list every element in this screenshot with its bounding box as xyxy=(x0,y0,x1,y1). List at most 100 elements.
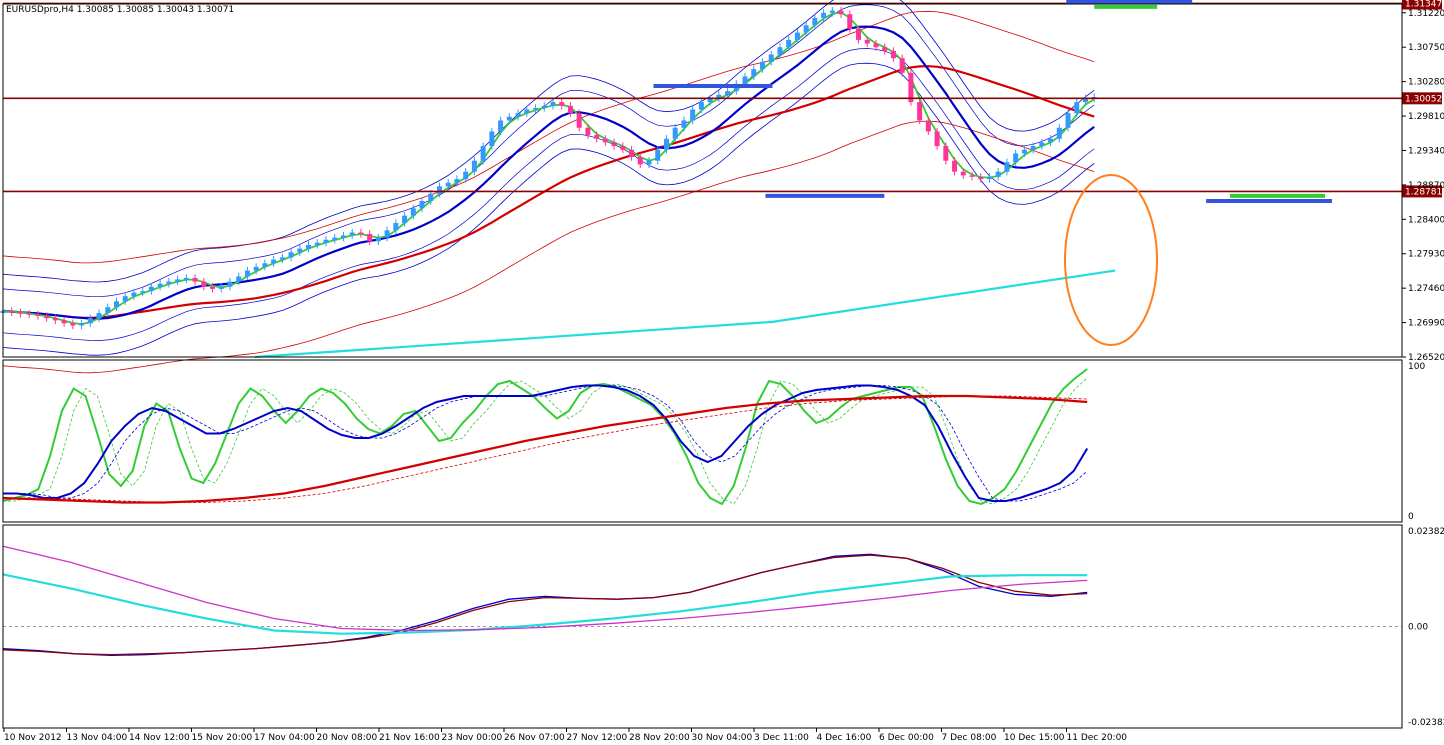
candle-body xyxy=(183,277,189,280)
candle-body xyxy=(480,146,486,161)
candle-body xyxy=(698,102,704,110)
x-tick-label: 3 Dec 11:00 xyxy=(754,733,809,743)
macd-tick-label: -0.02382 xyxy=(1408,718,1444,728)
x-tick-label: 10 Dec 15:00 xyxy=(1004,733,1065,743)
oscillator-tick-label: 100 xyxy=(1408,362,1425,372)
panel-frame xyxy=(2,359,1403,523)
candle-body xyxy=(829,10,835,13)
y-tick-label: 1.28400 xyxy=(1408,215,1444,225)
candle-body xyxy=(786,39,792,48)
candle-body xyxy=(419,201,425,209)
y-tick-label: 1.26990 xyxy=(1408,319,1444,329)
macd-series-darkred xyxy=(2,554,1088,656)
candle-body xyxy=(236,276,242,282)
macd-series-magenta xyxy=(2,545,1088,632)
x-tick-label: 23 Nov 00:00 xyxy=(442,733,503,743)
price-level-label: 1.30052 xyxy=(1405,94,1442,104)
candle-body xyxy=(297,248,303,253)
x-tick-label: 7 Dec 08:00 xyxy=(942,733,997,743)
x-tick-label: 13 Nov 04:00 xyxy=(67,733,128,743)
time-axis: 10 Nov 2012 13 Nov 04:00 14 Nov 12:00 15 No… xyxy=(3,728,1128,743)
candle-body xyxy=(960,171,966,176)
red-moving-average xyxy=(2,65,1095,320)
oscillator-signal-green xyxy=(3,377,1088,505)
candle-body xyxy=(253,266,259,271)
candle-body xyxy=(70,323,76,326)
candle-body xyxy=(358,232,364,234)
macd-panel: 0.023826 0.00 -0.02382 xyxy=(2,527,1444,728)
candle-body xyxy=(157,283,163,287)
candle-body xyxy=(672,127,678,139)
candle-body xyxy=(52,318,58,321)
macd-series-cyan xyxy=(2,573,1088,635)
candle-body xyxy=(26,313,32,315)
candle-body xyxy=(9,310,15,313)
candle-body xyxy=(882,47,888,51)
candle-body xyxy=(210,286,216,289)
candle-body xyxy=(559,102,565,106)
y-tick-label: 1.27930 xyxy=(1408,250,1444,260)
candle-body xyxy=(489,131,495,147)
candle-body xyxy=(201,281,207,287)
x-tick-label: 30 Nov 04:00 xyxy=(692,733,753,743)
oscillator-signal-red xyxy=(3,395,1088,503)
candle-body xyxy=(917,102,923,121)
candle-body xyxy=(44,315,50,319)
candle-body xyxy=(1074,102,1080,114)
chart-title: EURUSDpro,H4 1.30085 1.30085 1.30043 1.3… xyxy=(6,5,234,15)
candle-body xyxy=(428,193,434,202)
x-tick-label: 10 Nov 2012 xyxy=(4,733,62,743)
candle-body xyxy=(864,39,870,44)
x-tick-label: 11 Dec 20:00 xyxy=(1067,733,1128,743)
candle-body xyxy=(567,105,573,114)
candle-body xyxy=(663,138,669,150)
candle-body xyxy=(349,232,355,236)
candle-body xyxy=(908,72,914,103)
candle-body xyxy=(79,323,85,326)
candle-body xyxy=(271,259,277,264)
macd-tick-label: 0.00 xyxy=(1408,623,1428,633)
x-tick-label: 17 Nov 04:00 xyxy=(254,733,315,743)
candle-body xyxy=(61,320,67,324)
candle-body xyxy=(873,43,879,48)
candle-body xyxy=(541,105,547,108)
candle-body xyxy=(803,25,809,33)
oscillator-series-green xyxy=(2,368,1088,506)
x-tick-label: 27 Nov 12:00 xyxy=(567,733,628,743)
panel-frame xyxy=(2,524,1403,729)
candle-body xyxy=(1021,149,1027,154)
candle-body xyxy=(323,239,329,243)
candle-body xyxy=(1082,98,1088,103)
y-tick-label: 1.29340 xyxy=(1408,146,1444,156)
candle-body xyxy=(856,28,862,40)
candle-body xyxy=(1039,142,1045,147)
candle-body xyxy=(995,171,1001,177)
y-tick-label: 1.26520 xyxy=(1408,353,1444,363)
cyan-trend-line xyxy=(254,269,1116,359)
candle-body xyxy=(629,149,635,158)
candle-body xyxy=(637,157,643,165)
candle-body xyxy=(436,186,442,194)
price-level-tag xyxy=(1402,92,1442,105)
candle-body xyxy=(288,252,294,258)
candle-body xyxy=(847,14,853,29)
x-tick-label: 20 Nov 08:00 xyxy=(317,733,378,743)
candle-body xyxy=(925,120,931,132)
bollinger-inner-upper xyxy=(2,4,1095,298)
candle-body xyxy=(594,135,600,139)
candle-body xyxy=(262,263,268,267)
candle-body xyxy=(140,291,146,293)
candle-body xyxy=(1004,162,1010,172)
oscillator-series-red xyxy=(2,394,1088,504)
candle-body xyxy=(585,127,591,136)
candle-body xyxy=(314,242,320,245)
x-tick-label: 6 Dec 00:00 xyxy=(879,733,934,743)
candle-body xyxy=(655,149,661,161)
x-tick-label: 26 Nov 07:00 xyxy=(504,733,565,743)
candle-body xyxy=(821,12,827,18)
candle-body xyxy=(602,138,608,143)
candle-body xyxy=(113,301,119,308)
candle-body xyxy=(471,160,477,172)
candle-body xyxy=(218,286,224,289)
